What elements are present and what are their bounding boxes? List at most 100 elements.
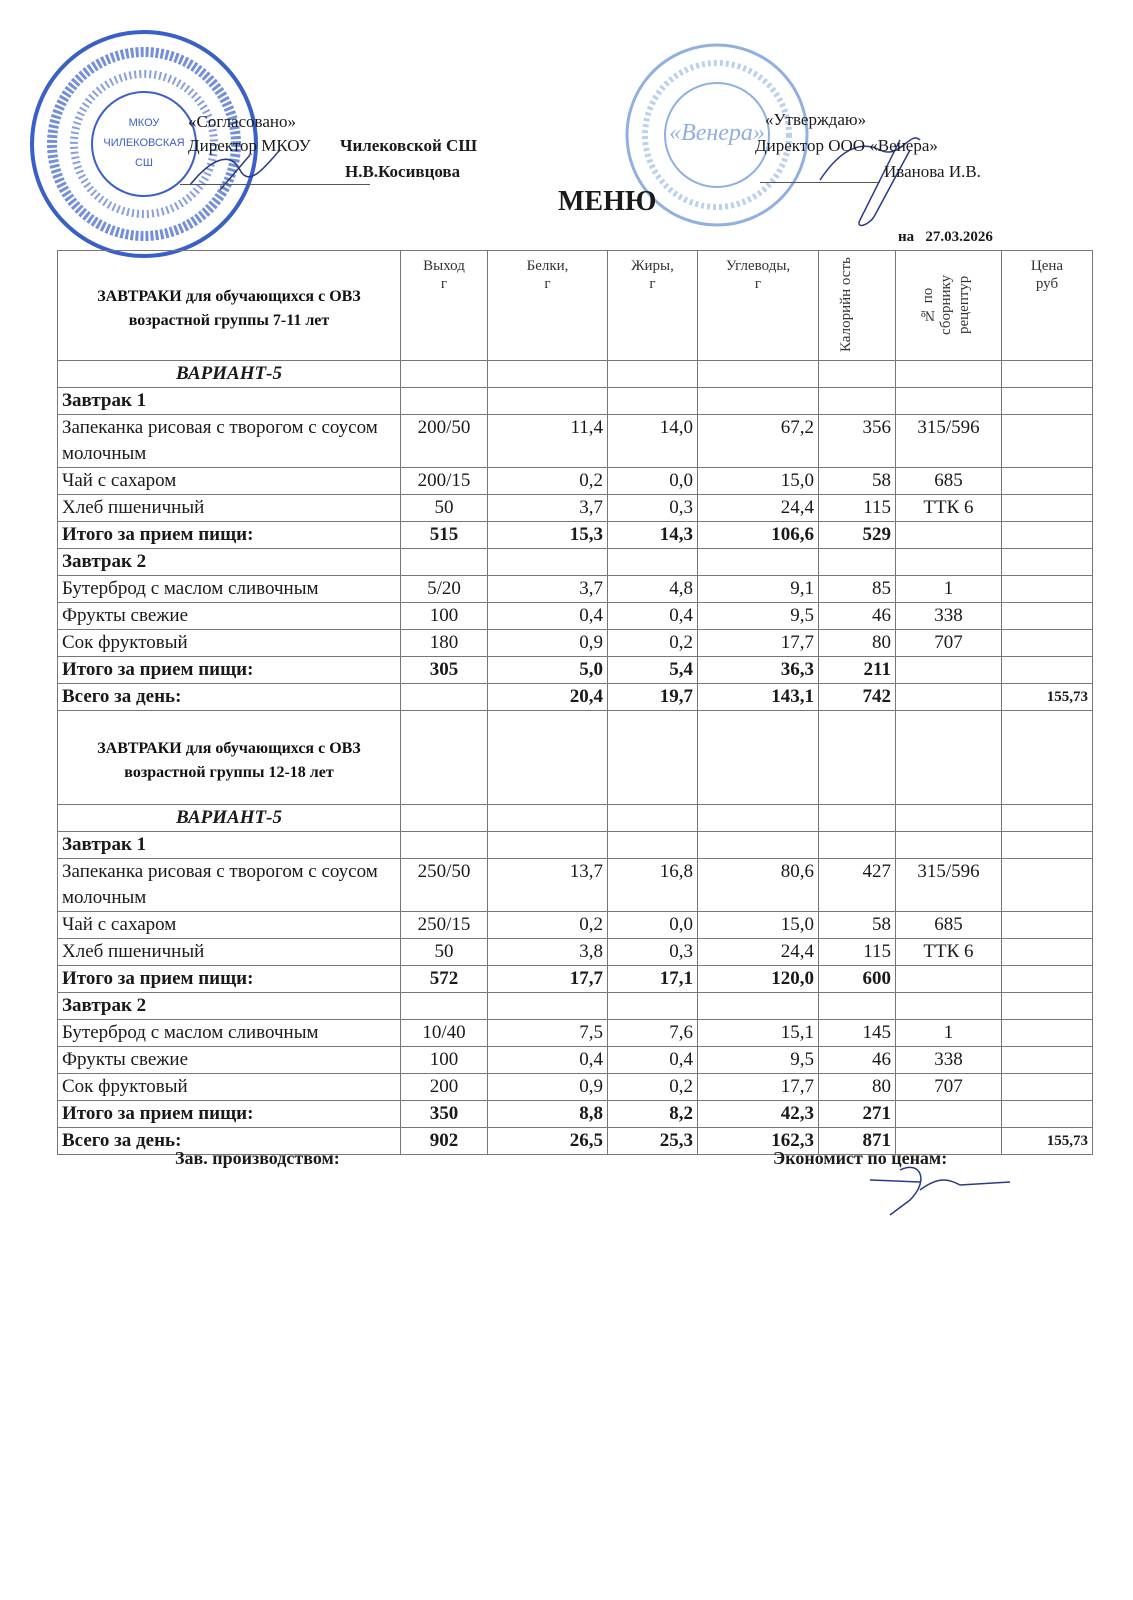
calories-cell: 58 xyxy=(818,467,896,495)
carbs-cell: 9,5 xyxy=(697,1046,819,1074)
yield-cell xyxy=(400,992,488,1020)
yield-cell: 250/50 xyxy=(400,858,488,912)
row-label: Бутерброд с маслом сливочным xyxy=(57,1019,401,1047)
row-label: Хлеб пшеничный xyxy=(57,938,401,966)
row-label: Сок фруктовый xyxy=(57,1073,401,1101)
protein-cell xyxy=(487,548,608,576)
recipe-cell xyxy=(895,548,1002,576)
protein-cell: 3,7 xyxy=(487,575,608,603)
table-row: Итого за прием пищи: 350 8,8 8,2 42,3 271 xyxy=(57,1100,1093,1128)
table-row: Завтрак 1 xyxy=(57,387,1093,415)
fat-cell: 0,4 xyxy=(607,1046,698,1074)
yield-cell: 200/15 xyxy=(400,467,488,495)
table-row: Бутерброд с маслом сливочным 10/40 7,5 7,6 1… xyxy=(57,1019,1093,1047)
protein-cell xyxy=(487,804,608,832)
column-header-calories xyxy=(818,710,896,805)
recipe-cell: 1 xyxy=(895,575,1002,603)
fat-cell: 0,4 xyxy=(607,602,698,630)
yield-cell xyxy=(400,831,488,859)
carbs-cell: 67,2 xyxy=(697,414,819,468)
row-label: ВАРИАНТ-5 xyxy=(57,360,401,388)
carbs-cell xyxy=(697,548,819,576)
row-label: Всего за день: xyxy=(57,1127,401,1155)
yield-unit: г xyxy=(440,276,448,292)
calories-cell: 211 xyxy=(818,656,896,684)
table-row: Итого за прием пищи: 572 17,7 17,1 120,0 600 xyxy=(57,965,1093,993)
carbs-cell: 24,4 xyxy=(697,938,819,966)
calories-cell xyxy=(818,992,896,1020)
right-signatory: Иванова И.В. xyxy=(884,162,981,181)
row-label: Итого за прием пищи: xyxy=(57,521,401,549)
row-label: Итого за прием пищи: xyxy=(57,1100,401,1128)
svg-text:МКОУ: МКОУ xyxy=(129,117,161,129)
approve-label: «Утверждаю» xyxy=(765,110,867,129)
signature-economist xyxy=(869,1166,1011,1216)
table-row: Завтрак 2 xyxy=(57,548,1093,576)
price-cell xyxy=(1001,656,1093,684)
recipe-cell xyxy=(895,360,1002,388)
fat-cell: 0,3 xyxy=(607,938,698,966)
protein-cell: 8,8 xyxy=(487,1100,608,1128)
yield-cell: 50 xyxy=(400,494,488,522)
fat-cell: 0,3 xyxy=(607,494,698,522)
carbs-unit: г xyxy=(754,276,762,292)
calories-cell: 85 xyxy=(818,575,896,603)
recipe-cell: 315/596 xyxy=(895,858,1002,912)
price-cell xyxy=(1001,831,1093,859)
price-cell xyxy=(1001,467,1093,495)
column-header-yield: Выход г xyxy=(400,250,488,361)
column-header-yield xyxy=(400,710,488,805)
protein-cell xyxy=(487,992,608,1020)
price-cell: 155,73 xyxy=(1001,683,1093,711)
recipe-cell: 685 xyxy=(895,911,1002,939)
yield-cell: 50 xyxy=(400,938,488,966)
yield-cell xyxy=(400,387,488,415)
yield-cell: 515 xyxy=(400,521,488,549)
table-row: Запеканка рисовая с творогом с соусом мо… xyxy=(57,414,1093,468)
calories-cell xyxy=(818,360,896,388)
recipe-cell: ТТК 6 xyxy=(895,938,1002,966)
protein-cell: 17,7 xyxy=(487,965,608,993)
fat-cell: 5,4 xyxy=(607,656,698,684)
protein-cell: 26,5 xyxy=(487,1127,608,1155)
recipe-cell: 338 xyxy=(895,1046,1002,1074)
calories-cell: 271 xyxy=(818,1100,896,1128)
recipe-cell xyxy=(895,804,1002,832)
carbs-cell: 162,3 xyxy=(697,1127,819,1155)
calories-cell: 356 xyxy=(818,414,896,468)
page-title: МЕНЮ xyxy=(558,186,657,217)
table-row: Сок фруктовый 180 0,9 0,2 17,7 80 707 xyxy=(57,629,1093,657)
menu-date: на 27.03.2026 xyxy=(898,229,993,246)
recipe-cell: 707 xyxy=(895,1073,1002,1101)
protein-cell: 0,9 xyxy=(487,1073,608,1101)
table-row: Чай с сахаром 250/15 0,2 0,0 15,0 58 685 xyxy=(57,911,1093,939)
calories-cell: 46 xyxy=(818,602,896,630)
column-header-price xyxy=(1001,710,1093,805)
svg-text:СШ: СШ xyxy=(135,157,153,169)
recipe-cell: 338 xyxy=(895,602,1002,630)
carbs-cell: 42,3 xyxy=(697,1100,819,1128)
price-cell xyxy=(1001,804,1093,832)
fat-cell: 14,3 xyxy=(607,521,698,549)
protein-cell: 0,4 xyxy=(487,602,608,630)
column-header-recipe: № по сборнику рецептур xyxy=(895,250,1002,361)
carbs-cell: 15,0 xyxy=(697,467,819,495)
protein-cell: 7,5 xyxy=(487,1019,608,1047)
carbs-cell: 80,6 xyxy=(697,858,819,912)
price-cell xyxy=(1001,414,1093,468)
right-position: Директор ООО «Венера» xyxy=(755,136,938,155)
fat-cell: 16,8 xyxy=(607,858,698,912)
yield-cell: 350 xyxy=(400,1100,488,1128)
fat-label: Жиры, xyxy=(631,258,674,274)
protein-unit: г xyxy=(544,276,551,292)
carbs-cell: 143,1 xyxy=(697,683,819,711)
calories-cell xyxy=(818,548,896,576)
calories-cell: 427 xyxy=(818,858,896,912)
price-cell xyxy=(1001,992,1093,1020)
yield-cell: 305 xyxy=(400,656,488,684)
price-cell: 155,73 xyxy=(1001,1127,1093,1155)
menu-table: ЗАВТРАКИ для обучающихся с ОВЗ возрастно… xyxy=(57,250,1093,1155)
calories-cell: 145 xyxy=(818,1019,896,1047)
carbs-cell: 120,0 xyxy=(697,965,819,993)
yield-label: Выход xyxy=(423,258,465,274)
